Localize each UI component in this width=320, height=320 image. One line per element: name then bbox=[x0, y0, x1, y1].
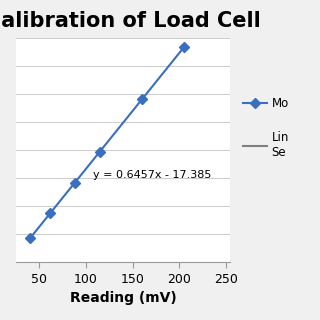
Legend: Mo, Lin
Se: Mo, Lin Se bbox=[238, 92, 293, 164]
Mo bbox=[182, 45, 186, 49]
Mo bbox=[140, 98, 144, 101]
Mo bbox=[28, 236, 32, 240]
Line: Mo: Mo bbox=[27, 44, 187, 242]
Mo bbox=[49, 211, 52, 215]
Mo bbox=[98, 150, 102, 154]
Mo bbox=[73, 181, 77, 185]
Title: Calibration of Load Cell: Calibration of Load Cell bbox=[0, 11, 260, 31]
Text: y = 0.6457x - 17.385: y = 0.6457x - 17.385 bbox=[93, 170, 212, 180]
X-axis label: Reading (mV): Reading (mV) bbox=[70, 292, 177, 305]
